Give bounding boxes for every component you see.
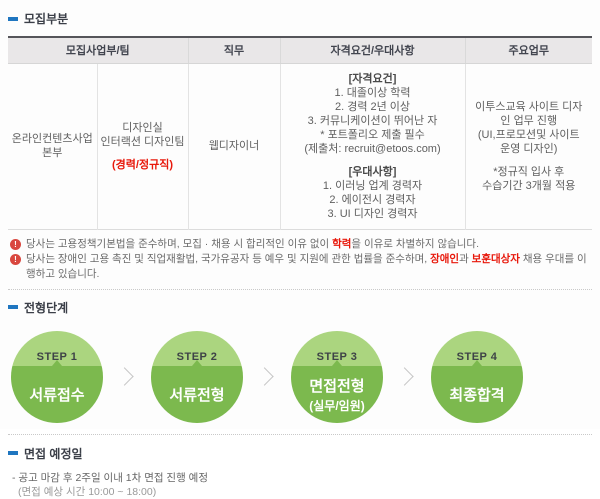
team-text: 디자인실 인터랙션 디자인팀 [100,121,185,148]
cell-position: 웹디자이너 [187,63,280,229]
step-body: 면접전형 (실무/임원) [291,365,383,423]
notch-triangle [52,359,62,366]
spacer [291,156,455,165]
chevron-right-icon [114,367,134,386]
interview-schedule-line: - 공고 마감 후 2주일 이내 1차 면접 진행 예정 [12,471,208,484]
step-circle-2: STEP 2 서류전형 [151,330,243,423]
step-label: 면접전형 [309,377,365,395]
chevron-right-icon [394,367,414,386]
dotted-divider [8,433,592,435]
notch-triangle [192,359,202,366]
preferences-title: [우대사항] [348,165,397,178]
arrow-box [383,367,431,386]
highlight-veteran: 보훈대상자 [471,252,520,265]
legal-notices: ! 당사는 고용정책기본법을 준수하며, 모집 · 채용 시 합리적인 이유 없… [10,237,592,282]
notch-triangle [472,359,482,366]
recruit-table-row: 온라인컨텐츠사업본부 디자인실 인터랙션 디자인팀 (경력/정규직) 웹디자이너 … [8,63,592,229]
blue-dash-icon [8,305,18,309]
step-label: 최종합격 [449,386,505,404]
interview-section: 면접 예정일 - 공고 마감 후 2주일 이내 1차 면접 진행 예정 (면접 … [8,445,592,499]
step-circle-1: STEP 1 서류접수 [11,330,103,423]
exclamation-icon: ! [10,253,21,265]
highlight-education: 학력 [332,237,352,250]
steps-flow: STEP 1 서류접수 STEP 2 서류전형 STEP 3 [8,330,592,423]
preferences-items: 1. 이러닝 업계 경력자 2. 에이전시 경력자 3. UI 디자인 경력자 [322,179,423,220]
interview-notes: - 공고 마감 후 2주일 이내 1차 면접 진행 예정 (면접 예상 시간 1… [12,471,592,499]
interview-time-line: (면접 예상 시간 10:00 ~ 18:00) [18,485,157,498]
step-body: 서류접수 [11,365,103,423]
notice-text: 당사는 장애인 고용 촉진 및 직업재활법, 국가유공자 등 예우 및 지원에 … [26,252,587,280]
cell-division: 온라인컨텐츠사업본부 [11,133,93,159]
duties-main: 이투스교육 사이트 디자인 업무 진행 (UI,프로모션및 사이트운영 디자인) [475,100,583,155]
step-circle-3: STEP 3 면접전형 (실무/임원) [291,330,383,423]
blue-dash-icon [8,16,18,21]
blue-dash-icon [8,451,18,455]
duties-note: *정규직 입사 후 수습기간 3개월 적용 [482,165,576,192]
step-body: 최종합격 [431,365,523,423]
exclamation-icon: ! [10,238,21,250]
col-header-duties: 주요업무 [464,37,592,64]
steps-section-title-text: 전형단계 [24,300,69,315]
steps-section-title: 전형단계 [8,299,592,316]
team-employment-type: (경력/정규직) [112,158,173,171]
recruit-table-header-row: 모집사업부/팀 직무 자격요건/우대사항 주요업무 [8,37,592,64]
col-header-position: 직무 [187,37,280,64]
recruit-section-title-text: 모집부분 [24,12,69,26]
step-circle-4: STEP 4 최종합격 [431,330,523,423]
col-header-division: 모집사업부/팀 [8,37,188,64]
qualifications-title: [자격요건] [348,72,397,85]
arrow-box [243,367,291,386]
notch-triangle [332,359,342,366]
recruit-section-title: 모집부분 [8,10,592,27]
highlight-disabled: 장애인 [430,252,460,265]
step-body: 서류전형 [151,365,243,423]
step-sublabel: (실무/임원) [309,398,365,413]
cell-team: 디자인실 인터랙션 디자인팀 (경력/정규직) [96,63,188,229]
interview-section-title: 면접 예정일 [8,445,592,462]
step-label: 서류접수 [29,386,85,404]
notice-text: 당사는 고용정책기본법을 준수하며, 모집 · 채용 시 합리적인 이유 없이 … [26,237,479,250]
notice-equal-opportunity: ! 당사는 고용정책기본법을 준수하며, 모집 · 채용 시 합리적인 이유 없… [10,237,592,252]
dotted-divider [8,288,592,290]
notice-disability-veteran: ! 당사는 장애인 고용 촉진 및 직업재활법, 국가유공자 등 예우 및 지원… [10,252,592,282]
interview-section-title-text: 면접 예정일 [24,446,83,461]
col-header-qualifications: 자격요건/우대사항 [279,37,465,64]
recruit-table: 모집사업부/팀 직무 자격요건/우대사항 주요업무 온라인컨텐츠사업본부 디자인… [8,36,592,230]
steps-section: 전형단계 STEP 1 서류접수 STEP 2 서류전형 [8,299,592,423]
cell-duties: 이투스교육 사이트 디자인 업무 진행 (UI,프로모션및 사이트운영 디자인)… [464,63,592,229]
qualifications-items: 1. 대졸이상 학력 2. 경력 2년 이상 3. 커뮤니케이션이 뛰어난 자 … [304,86,441,155]
chevron-right-icon [254,367,274,386]
arrow-box [103,367,151,386]
step-label: 서류전형 [169,386,225,404]
spacer [474,156,585,165]
cell-qualifications: [자격요건] 1. 대졸이상 학력 2. 경력 2년 이상 3. 커뮤니케이션이 … [279,63,465,229]
